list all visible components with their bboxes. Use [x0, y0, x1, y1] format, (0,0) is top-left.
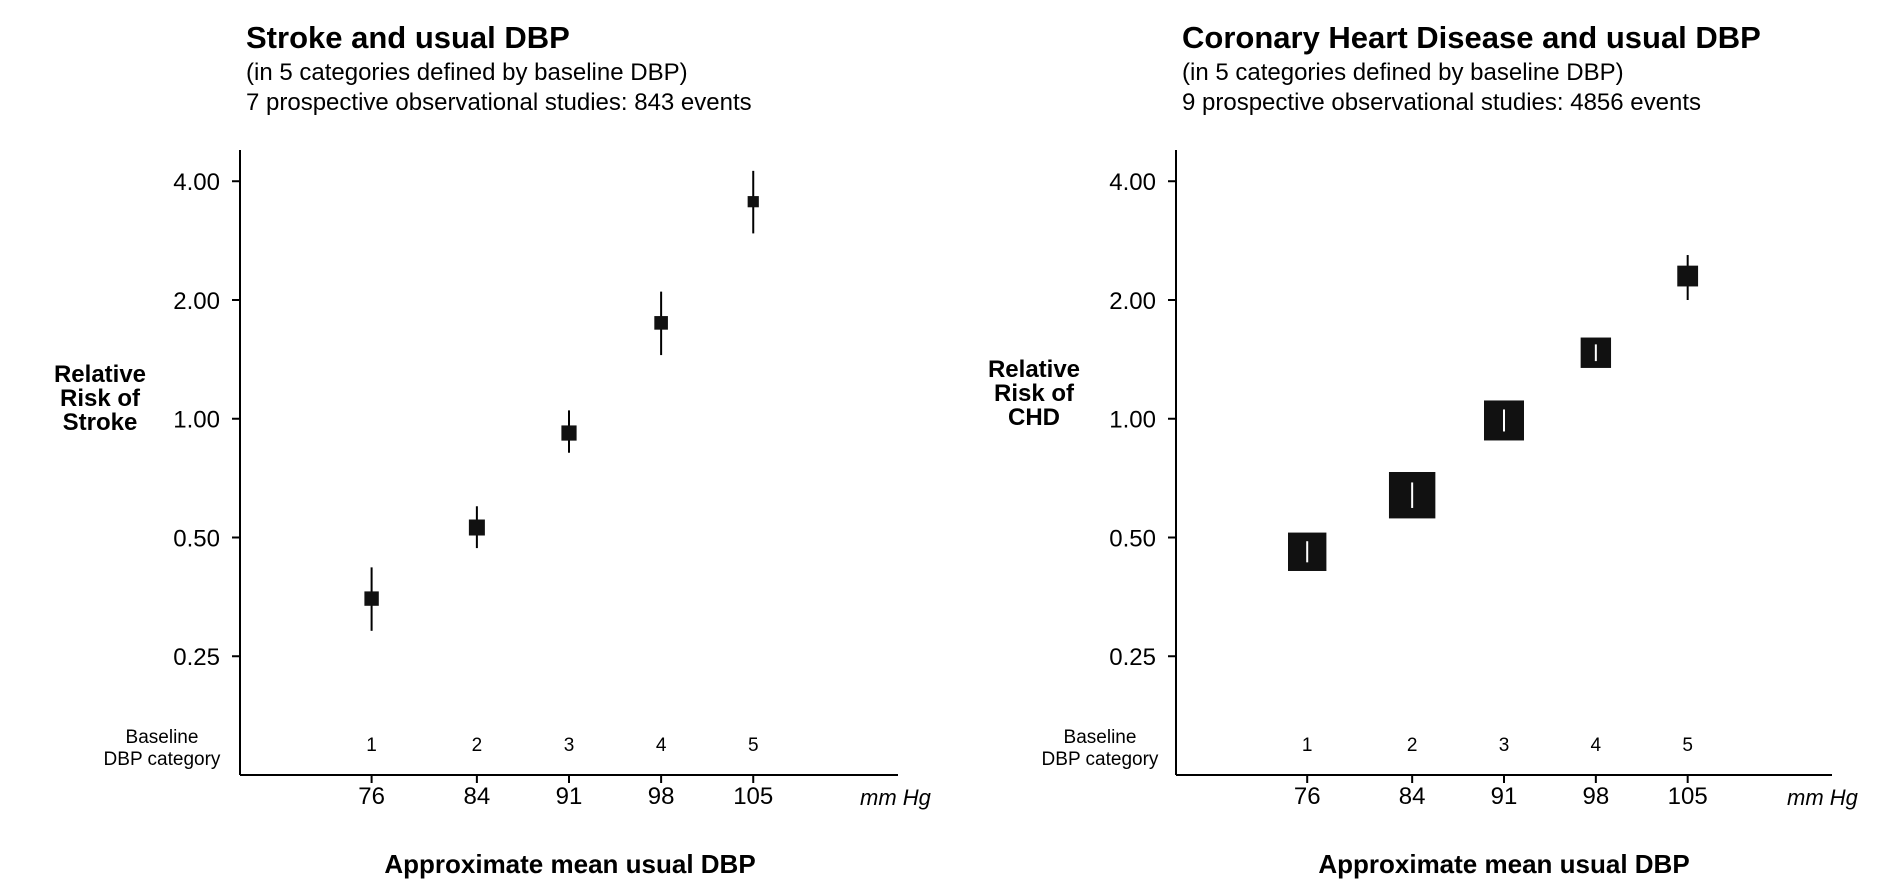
data-point — [364, 591, 379, 606]
x-tick-label: 105 — [733, 783, 773, 810]
x-axis-unit: mm Hg — [860, 785, 932, 810]
category-label-line-1: Baseline — [1064, 727, 1137, 748]
x-tick-label: 91 — [556, 783, 583, 810]
category-number: 5 — [1682, 735, 1693, 756]
y-tick-label: 0.50 — [1109, 525, 1156, 552]
y-tick-label: 0.25 — [173, 644, 220, 671]
x-tick-label: 76 — [358, 783, 385, 810]
category-label-line-1: Baseline — [126, 727, 199, 748]
data-point — [561, 425, 577, 441]
category-label-line-2: DBP category — [104, 749, 221, 770]
data-point — [654, 316, 668, 330]
data-point — [1677, 265, 1699, 287]
y-tick-label: 1.00 — [1109, 407, 1156, 434]
category-number: 4 — [1591, 735, 1602, 756]
y-axis-label-line-3: Stroke — [63, 409, 138, 436]
chart-title: Stroke and usual DBP — [246, 20, 570, 55]
category-number: 3 — [564, 735, 575, 756]
y-axis-label-line-2: Risk of — [994, 380, 1075, 407]
y-axis-label-line-1: Relative — [988, 356, 1080, 383]
y-axis-label-line-3: CHD — [1008, 404, 1060, 431]
chart-subtitle-line-2: 9 prospective observational studies: 485… — [1182, 89, 1701, 116]
category-number: 3 — [1499, 735, 1510, 756]
data-point — [468, 519, 485, 536]
x-axis-unit: mm Hg — [1787, 785, 1859, 810]
y-axis-label-line-1: Relative — [54, 361, 146, 388]
x-tick-label: 84 — [464, 783, 491, 810]
x-tick-label: 76 — [1294, 783, 1321, 810]
chart-title: Coronary Heart Disease and usual DBP — [1182, 20, 1761, 55]
x-axis-label: Approximate mean usual DBP — [384, 849, 755, 879]
chart-subtitle-line-1: (in 5 categories defined by baseline DBP… — [1182, 59, 1624, 86]
category-number: 2 — [1407, 735, 1418, 756]
y-tick-label: 0.25 — [1109, 644, 1156, 671]
x-tick-label: 105 — [1668, 783, 1708, 810]
x-tick-label: 98 — [1582, 783, 1609, 810]
chart-subtitle-line-1: (in 5 categories defined by baseline DBP… — [246, 59, 688, 86]
x-axis-label: Approximate mean usual DBP — [1318, 849, 1689, 879]
y-tick-label: 2.00 — [173, 288, 220, 315]
x-tick-label: 98 — [648, 783, 675, 810]
y-axis-label-line-2: Risk of — [60, 385, 141, 412]
x-tick-label: 91 — [1491, 783, 1518, 810]
data-point — [747, 196, 759, 208]
y-tick-label: 2.00 — [1109, 288, 1156, 315]
y-tick-label: 1.00 — [173, 407, 220, 434]
y-tick-label: 4.00 — [173, 169, 220, 196]
x-tick-label: 84 — [1399, 783, 1426, 810]
chd-chart: Coronary Heart Disease and usual DBP (in… — [988, 20, 1859, 879]
category-number: 4 — [656, 735, 667, 756]
category-number: 1 — [1302, 735, 1313, 756]
category-label-line-2: DBP category — [1042, 749, 1159, 770]
y-tick-label: 4.00 — [1109, 169, 1156, 196]
category-number: 1 — [366, 735, 377, 756]
category-number: 5 — [748, 735, 759, 756]
chart-subtitle-line-2: 7 prospective observational studies: 843… — [246, 89, 752, 116]
y-tick-label: 0.50 — [173, 525, 220, 552]
category-number: 2 — [472, 735, 483, 756]
stroke-chart: Stroke and usual DBP (in 5 categories de… — [54, 20, 932, 879]
